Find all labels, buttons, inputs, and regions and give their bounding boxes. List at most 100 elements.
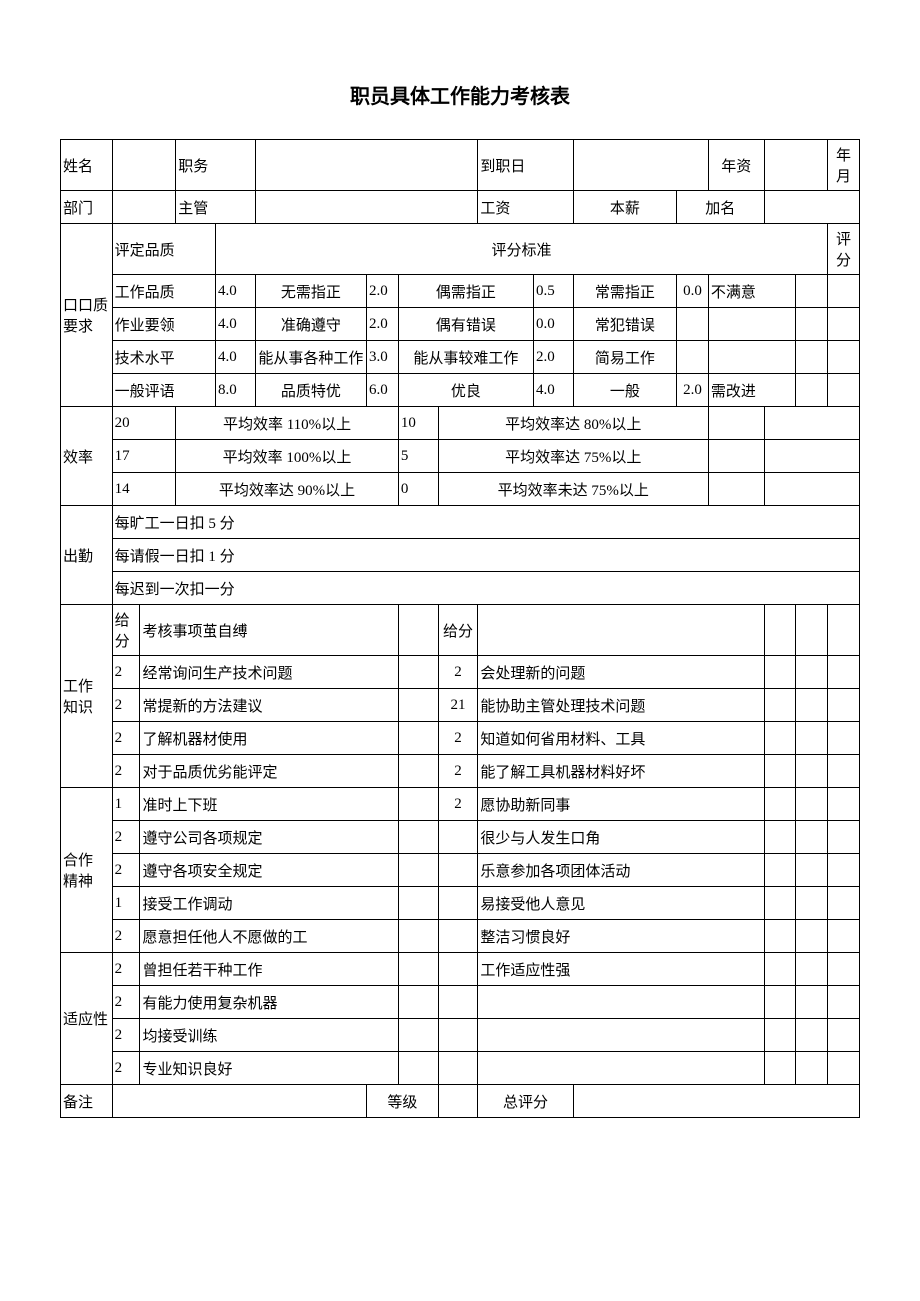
quality-row-2: 作业要领 4.0 准确遵守 2.0 偶有错误 0.0 常犯错误 [61,308,860,341]
wk-blank [398,605,438,656]
coop-blank [796,821,828,854]
eff-row-1: 效率 20 平均效率 110%以上 10 平均效率达 80%以上 [61,407,860,440]
coop-s2 [438,854,478,887]
q-cat: 一般评语 [112,374,215,407]
wk-s1: 2 [112,689,140,722]
eff-d1: 平均效率 110%以上 [176,407,399,440]
base-salary-label: 本薪 [573,191,676,224]
grade-value [438,1085,478,1118]
wk-blank [398,755,438,788]
adapt-blank [438,1019,478,1052]
coop-blank [796,887,828,920]
q-s1: 8.0 [216,374,256,407]
wk-blank [398,689,438,722]
q-s3: 2.0 [533,341,573,374]
att-row-1: 出勤 每旷工一日扣 5 分 [61,506,860,539]
wk-s2: 2 [438,755,478,788]
eff-blank [708,407,764,440]
adapt-d2 [478,1052,764,1085]
wk-blank [796,722,828,755]
q-s4 [677,308,709,341]
q-d4 [708,308,795,341]
wk-hdr-item: 考核事项茧自缚 [140,605,398,656]
adapt-d1: 均接受训练 [140,1019,398,1052]
wk-blank [764,656,796,689]
coop-blank [764,788,796,821]
position-value [255,140,478,191]
supervisor-label: 主管 [176,191,256,224]
q-cat: 作业要领 [112,308,215,341]
q-score [828,341,860,374]
q-s4 [677,341,709,374]
q-d1: 品质特优 [255,374,366,407]
total-label: 总评分 [478,1085,573,1118]
coop-d1: 遵守各项安全规定 [140,854,398,887]
adapt-row-3: 2 均接受训练 [61,1019,860,1052]
position-label: 职务 [176,140,256,191]
coop-d2: 整洁习惯良好 [478,920,764,953]
adapt-blank [398,1052,438,1085]
eff-blank [708,440,764,473]
q-s4: 2.0 [677,374,709,407]
coop-blank [828,788,860,821]
wk-row-1: 2 经常询问生产技术问题 2 会处理新的问题 [61,656,860,689]
wk-blank [398,722,438,755]
adapt-d1: 专业知识良好 [140,1052,398,1085]
q-d2: 偶有错误 [398,308,533,341]
q-score [828,308,860,341]
coop-d2: 乐意参加各项团体活动 [478,854,764,887]
coop-s1: 1 [112,788,140,821]
wk-blank [764,689,796,722]
eff-row-3: 14 平均效率达 90%以上 0 平均效率未达 75%以上 [61,473,860,506]
wk-s2: 2 [438,722,478,755]
wk-blank [478,605,764,656]
coop-blank [398,887,438,920]
wk-d1: 对于品质优劣能评定 [140,755,398,788]
q-s2: 3.0 [367,341,399,374]
q-cat: 工作品质 [112,275,215,308]
wk-row-2: 2 常提新的方法建议 21 能协助主管处理技术问题 [61,689,860,722]
eval-quality-label: 评定品质 [112,224,215,275]
q-blank [796,341,828,374]
eff-d1: 平均效率达 90%以上 [176,473,399,506]
adapt-s1: 2 [112,953,140,986]
coop-d2: 愿协助新同事 [478,788,764,821]
dept-label: 部门 [61,191,113,224]
wk-d1: 经常询问生产技术问题 [140,656,398,689]
q-d3: 一般 [573,374,676,407]
adapt-d1: 曾担任若干种工作 [140,953,398,986]
wk-blank [828,722,860,755]
adapt-blank [764,1019,796,1052]
adapt-blank [398,953,438,986]
adapt-blank [796,986,828,1019]
quality-row-3: 技术水平 4.0 能从事各种工作 3.0 能从事较难工作 2.0 简易工作 [61,341,860,374]
wk-s1: 2 [112,755,140,788]
wk-blank [796,605,828,656]
seniority-value [764,140,828,191]
score-label: 评分 [828,224,860,275]
quality-row-1: 工作品质 4.0 无需指正 2.0 偶需指正 0.5 常需指正 0.0 不满意 [61,275,860,308]
coop-blank [796,788,828,821]
coop-s2: 2 [438,788,478,821]
wk-d1: 常提新的方法建议 [140,689,398,722]
coop-blank [398,821,438,854]
q-s2: 6.0 [367,374,399,407]
wk-row-4: 2 对于品质优劣能评定 2 能了解工具机器材料好坏 [61,755,860,788]
att-text: 每请假一日扣 1 分 [112,539,859,572]
wk-s1: 2 [112,656,140,689]
q-d4: 不满意 [708,275,795,308]
adapt-s1: 2 [112,986,140,1019]
att-row-2: 每请假一日扣 1 分 [61,539,860,572]
wk-row-3: 2 了解机器材使用 2 知道如何省用材料、工具 [61,722,860,755]
q-blank [796,374,828,407]
q-d4: 需改进 [708,374,795,407]
eff-section-label: 效率 [61,407,113,506]
wk-blank [398,656,438,689]
remark-value [112,1085,366,1118]
eff-score [764,407,859,440]
coop-d1: 准时上下班 [140,788,398,821]
q-d4 [708,341,795,374]
add-label: 加名 [677,191,764,224]
seniority-label: 年资 [708,140,764,191]
q-s2: 2.0 [367,308,399,341]
